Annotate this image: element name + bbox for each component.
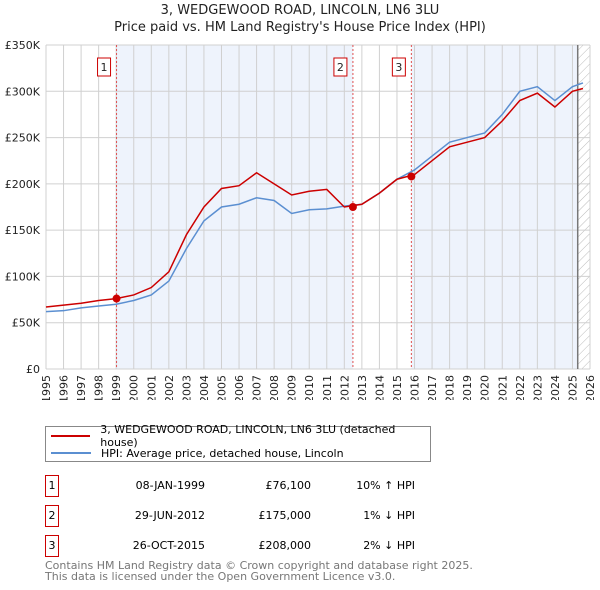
- plot-area: 1995 1996 1997 1998 1999 2000 2001 2002 2003 2004…: [5, 39, 597, 400]
- hpi-line: [45, 82, 584, 313]
- x-tick-label: 2000: [128, 375, 141, 400]
- x-tick-label: 2001: [145, 375, 158, 400]
- x-tick-label: 2003: [180, 375, 193, 400]
- sale-point: [348, 203, 357, 211]
- sale-label: 3: [395, 61, 402, 74]
- x-tick-label: 2010: [303, 375, 316, 400]
- y-tick-label: £0: [26, 363, 40, 376]
- x-tick-label: 2014: [373, 375, 386, 400]
- x-tick-label: 2011: [321, 375, 334, 400]
- x-tick-label: 2012: [338, 375, 351, 400]
- sale-label-box: [97, 57, 112, 77]
- y-tick-label: £250K: [5, 132, 41, 145]
- sale-date: 29-JUN-2012: [134, 509, 205, 522]
- forecast-hatch: [577, 45, 590, 369]
- y-tick-label: £150K: [5, 224, 41, 237]
- sale-label: 1: [101, 61, 108, 74]
- x-tick-label: 2006: [233, 375, 246, 400]
- x-tick-label: 2008: [268, 375, 281, 400]
- sale-row-1: 1 08-JAN-1999 £76,100 10% ↑ HPI: [45, 475, 445, 499]
- x-tick-label: 2005: [215, 375, 228, 400]
- x-tick-label: 2026: [584, 375, 597, 400]
- shaded-region: [411, 45, 578, 369]
- legend: 3, WEDGEWOOD ROAD, LINCOLN, LN6 3LU (det…: [45, 423, 431, 462]
- sale-date: 26-OCT-2015: [132, 539, 205, 552]
- x-tick-label: 1999: [110, 375, 123, 400]
- x-tick-label: 2013: [356, 375, 369, 400]
- property-price-line: [45, 87, 584, 308]
- x-tick-label: 2021: [496, 375, 509, 400]
- x-tick-label: 1996: [58, 375, 71, 400]
- sale-hpi-diff: 10% ↑ HPI: [356, 479, 415, 492]
- sale-point: [112, 294, 121, 303]
- sale-marker-box: 2: [45, 505, 59, 527]
- x-tick-label: 2002: [163, 375, 176, 400]
- footer-line-2: This data is licensed under the Open Gov…: [45, 570, 396, 583]
- sale-point: [407, 172, 416, 181]
- sale-hpi-diff: 2% ↓ HPI: [363, 539, 415, 552]
- sale-price: £175,000: [258, 509, 312, 522]
- x-tick-label: 2015: [391, 375, 404, 400]
- y-tick-label: £200K: [5, 178, 41, 191]
- x-tick-label: 2009: [286, 375, 299, 400]
- footer: Contains HM Land Registry data © Crown c…: [45, 560, 473, 582]
- sale-label: 2: [337, 61, 344, 74]
- x-tick-label: 2016: [409, 375, 422, 400]
- sale-row-3: 3 26-OCT-2015 £208,000 2% ↓ HPI: [45, 535, 445, 559]
- x-tick-label: 2018: [444, 375, 457, 400]
- chart-title: 3, WEDGEWOOD ROAD, LINCOLN, LN6 3LU: [160, 3, 440, 18]
- shaded-region: [116, 45, 353, 369]
- x-tick-label: 1995: [40, 375, 53, 400]
- sale-date: 08-JAN-1999: [135, 479, 205, 492]
- legend-label-property: 3, WEDGEWOOD ROAD, LINCOLN, LN6 3LU (det…: [100, 423, 396, 449]
- sale-hpi-diff: 1% ↓ HPI: [363, 509, 415, 522]
- sale-price: £76,100: [265, 479, 312, 492]
- x-tick-label: 2025: [566, 375, 579, 400]
- x-tick-label: 2019: [461, 375, 474, 400]
- sale-label-box: [333, 57, 348, 77]
- x-tick-label: 2024: [549, 375, 562, 400]
- y-tick-label: £50K: [12, 317, 41, 330]
- x-tick-label: 1998: [93, 375, 106, 400]
- x-tick-label: 2020: [479, 375, 492, 400]
- y-tick-label: £300K: [5, 85, 41, 98]
- footer-line-1: Contains HM Land Registry data © Crown c…: [45, 559, 473, 572]
- sale-marker-box: 1: [45, 475, 59, 497]
- x-tick-label: 2004: [198, 375, 211, 400]
- x-tick-label: 2022: [514, 375, 527, 400]
- x-tick-label: 2017: [426, 375, 439, 400]
- legend-label-hpi: HPI: Average price, detached house, Linc…: [101, 446, 344, 460]
- sale-marker-box: 3: [45, 535, 59, 557]
- sale-label-box: [391, 57, 406, 77]
- legend-swatch-hpi: [51, 452, 91, 454]
- x-tick-label: 2023: [531, 375, 544, 400]
- y-tick-label: £350K: [5, 39, 41, 52]
- sale-price: £208,000: [258, 539, 312, 552]
- x-tick-label: 1997: [75, 375, 88, 400]
- legend-swatch-property: [51, 435, 91, 437]
- x-tick-label: 2007: [251, 375, 264, 400]
- sale-row-2: 2 29-JUN-2012 £175,000 1% ↓ HPI: [45, 505, 445, 529]
- y-tick-label: £100K: [5, 270, 41, 283]
- chart-subtitle: Price paid vs. HM Land Registry's House …: [114, 20, 486, 35]
